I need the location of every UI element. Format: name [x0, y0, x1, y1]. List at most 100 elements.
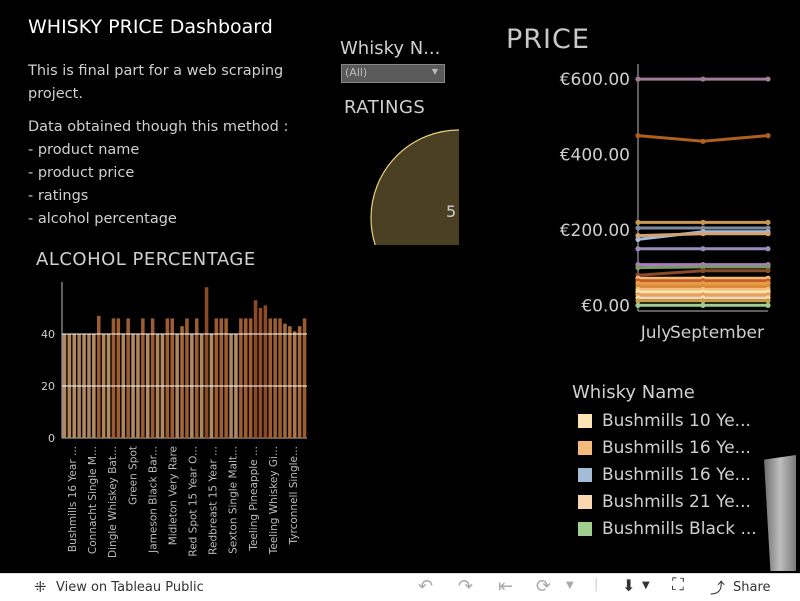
dashboard-title: WHISKY PRICE Dashboard: [28, 16, 273, 38]
toolbar-divider: |: [594, 577, 599, 592]
ratings-title: RATINGS: [344, 97, 426, 118]
price-point[interactable]: [635, 232, 641, 239]
bar[interactable]: [297, 326, 302, 438]
bar[interactable]: [214, 318, 219, 438]
download-dropdown-icon[interactable]: ▼: [642, 580, 650, 591]
download-icon[interactable]: ⬇: [622, 576, 636, 595]
bar[interactable]: [263, 305, 268, 438]
price-point[interactable]: [635, 265, 641, 271]
bar[interactable]: [180, 326, 184, 438]
price-point[interactable]: [765, 264, 771, 270]
price-point[interactable]: [700, 298, 706, 304]
description-para2: Data obtained though this method :: [28, 119, 289, 135]
price-point[interactable]: [765, 219, 771, 225]
fullscreen-icon[interactable]: ⛶: [672, 575, 684, 595]
price-point[interactable]: [635, 298, 641, 304]
share-icon[interactable]: ⤴: [710, 579, 726, 597]
bar[interactable]: [268, 318, 273, 438]
refresh-dropdown-icon[interactable]: ▼: [566, 580, 574, 591]
price-point[interactable]: [700, 264, 706, 270]
price-x-tick-label: July: [640, 323, 672, 343]
bar[interactable]: [96, 315, 101, 438]
bar[interactable]: [194, 318, 199, 438]
bar[interactable]: [126, 318, 130, 438]
bar[interactable]: [239, 318, 243, 438]
view-on-tableau-link[interactable]: View on Tableau Public: [56, 580, 204, 595]
price-point[interactable]: [700, 268, 706, 274]
alcohol-bar-chart[interactable]: 0 20 40 Bushmills 16 Year ... Connacht Singl…: [41, 282, 307, 558]
bar[interactable]: [165, 318, 170, 438]
price-point[interactable]: [635, 302, 641, 308]
bar[interactable]: [111, 318, 116, 438]
price-y-tick-label: €0.00: [581, 296, 630, 316]
bar[interactable]: [278, 318, 282, 438]
legend-item[interactable]: Bushmills 16 Ye...: [578, 434, 757, 461]
price-point[interactable]: [765, 298, 771, 304]
price-point[interactable]: [635, 219, 641, 225]
bar[interactable]: [258, 308, 263, 438]
bar[interactable]: [170, 318, 175, 438]
bar[interactable]: [185, 318, 189, 438]
share-button[interactable]: Share: [733, 580, 771, 595]
price-point[interactable]: [700, 246, 706, 252]
price-point[interactable]: [635, 225, 641, 231]
whisky-name-filter-dropdown[interactable]: (All) ▼: [341, 64, 445, 83]
legend-item[interactable]: Bushmills Black ...: [578, 515, 757, 542]
legend: Bushmills 10 Ye... Bushmills 16 Ye... Bu…: [578, 407, 757, 542]
bar[interactable]: [204, 287, 209, 438]
description-item: - alcohol percentage: [28, 211, 177, 226]
bar[interactable]: [243, 318, 248, 438]
undo-icon[interactable]: ↶: [418, 576, 434, 597]
revert-icon[interactable]: ⇤: [498, 576, 514, 597]
price-point[interactable]: [635, 76, 641, 82]
price-point[interactable]: [700, 219, 706, 225]
price-y-tick-label: €200.00: [560, 221, 630, 241]
bar-x-tick-label: Teeling Pineapple ...: [248, 446, 260, 552]
price-point[interactable]: [635, 133, 641, 139]
price-point[interactable]: [765, 231, 771, 237]
bar[interactable]: [248, 318, 253, 438]
bar[interactable]: [273, 318, 277, 438]
legend-item[interactable]: Bushmills 21 Ye...: [578, 488, 757, 515]
legend-item[interactable]: Bushmills 10 Ye...: [578, 407, 757, 434]
pie-slice[interactable]: [370, 129, 547, 306]
bar[interactable]: [141, 318, 145, 438]
price-point[interactable]: [700, 76, 706, 82]
price-point[interactable]: [765, 246, 771, 252]
bar-x-tick-label: Red Spot 15 Year O...: [188, 446, 200, 557]
price-point[interactable]: [765, 133, 771, 139]
description-item: - product name: [28, 142, 140, 158]
price-point[interactable]: [700, 302, 706, 308]
legend-scrollbar[interactable]: [764, 455, 796, 571]
price-point[interactable]: [700, 225, 706, 231]
legend-swatch: [578, 413, 592, 428]
bar[interactable]: [253, 300, 258, 438]
bar-x-tick-label: Midleton Very Rare: [167, 446, 179, 545]
legend-item[interactable]: Bushmills 16 Ye...: [578, 461, 757, 488]
price-point[interactable]: [765, 76, 771, 82]
price-point[interactable]: [765, 268, 771, 274]
bar[interactable]: [116, 318, 121, 438]
price-point[interactable]: [635, 236, 641, 242]
bar[interactable]: [302, 318, 307, 438]
price-point[interactable]: [635, 246, 641, 252]
bar[interactable]: [288, 326, 292, 438]
legend-label: Bushmills 21 Ye...: [602, 491, 751, 512]
bar[interactable]: [150, 318, 155, 438]
price-point[interactable]: [700, 138, 706, 144]
bar[interactable]: [292, 331, 297, 438]
refresh-icon[interactable]: ⟳: [536, 576, 552, 597]
bar[interactable]: [224, 318, 228, 438]
bar[interactable]: [283, 323, 287, 438]
bar[interactable]: [219, 318, 224, 438]
ratings-pie-chart[interactable]: 5: [370, 129, 547, 306]
filter-selected-value: (All): [345, 66, 368, 79]
price-point[interactable]: [765, 302, 771, 308]
whisky-name-filter-label: Whisky N...: [340, 38, 441, 59]
redo-icon[interactable]: ↷: [458, 576, 474, 597]
alcohol-chart-title: ALCOHOL PERCENTAGE: [36, 249, 256, 270]
price-point[interactable]: [765, 225, 771, 231]
price-point[interactable]: [700, 231, 706, 237]
